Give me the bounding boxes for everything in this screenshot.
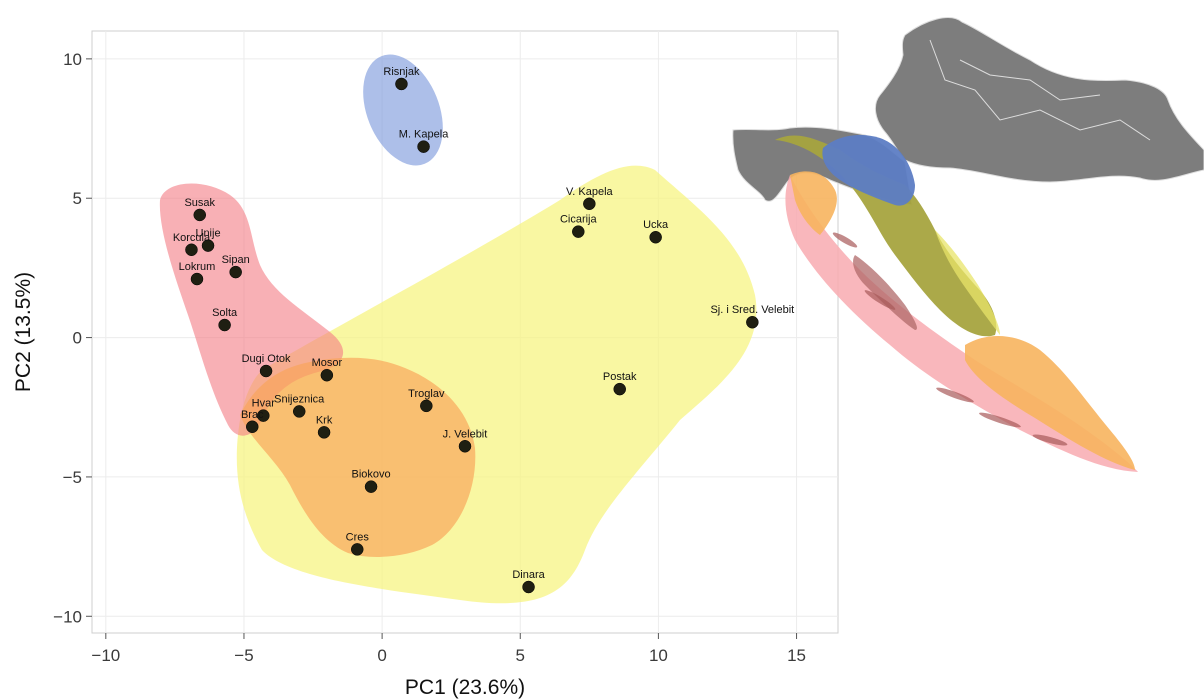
point-label: Sj. i Sred. Velebit bbox=[710, 304, 794, 316]
map-zone-olive bbox=[775, 135, 997, 337]
point-dinara bbox=[522, 580, 535, 594]
map-zone-blue bbox=[822, 135, 915, 206]
point-label: Cicarija bbox=[560, 214, 598, 226]
x-axis-ticks: −10 −5 0 5 10 15 bbox=[91, 633, 806, 665]
point-label: Biokovo bbox=[351, 469, 390, 481]
point-label: Hvar bbox=[252, 398, 276, 410]
y-tick-label: −5 bbox=[63, 468, 82, 487]
island-5 bbox=[1032, 434, 1068, 446]
x-tick-label: 15 bbox=[787, 646, 806, 665]
point-label: Dinara bbox=[512, 569, 545, 581]
point-label: M. Kapela bbox=[399, 129, 449, 141]
admin-borders-2 bbox=[959, 59, 1101, 101]
point-sipan bbox=[229, 265, 242, 279]
island-1 bbox=[832, 232, 858, 248]
point-label: Lokrum bbox=[179, 261, 216, 273]
point-hvar bbox=[257, 409, 270, 422]
point-snijeznica bbox=[292, 405, 306, 418]
point-label: Korcula bbox=[173, 232, 211, 244]
y-axis-title: PC2 (13.5%) bbox=[12, 272, 35, 392]
point-brac bbox=[246, 420, 259, 434]
point-label: Risnjak bbox=[383, 66, 420, 78]
point-label: Solta bbox=[212, 307, 238, 319]
map-zone-mauve bbox=[853, 255, 917, 330]
x-tick-label: −5 bbox=[234, 646, 253, 665]
y-axis-ticks: −10 −5 0 5 10 bbox=[53, 50, 92, 626]
map-islands bbox=[832, 232, 1068, 446]
island-4 bbox=[979, 412, 1021, 428]
y-tick-label: 10 bbox=[63, 50, 82, 69]
point-label: Cres bbox=[346, 531, 370, 543]
point-postak bbox=[613, 382, 626, 396]
x-axis-title: PC1 (23.6%) bbox=[405, 676, 525, 699]
point-solta bbox=[218, 318, 231, 332]
y-tick-label: 0 bbox=[73, 329, 82, 348]
x-tick-label: −10 bbox=[91, 646, 120, 665]
point-label: Snijeznica bbox=[274, 393, 325, 405]
island-3 bbox=[936, 387, 974, 403]
x-tick-label: 0 bbox=[377, 646, 386, 665]
point-susak bbox=[193, 208, 207, 222]
point-label: J. Velebit bbox=[443, 428, 488, 440]
point-label: Ucka bbox=[643, 219, 669, 231]
point-mosor bbox=[320, 368, 334, 382]
point-label: Unije bbox=[196, 228, 221, 240]
point-j-velebit bbox=[458, 440, 472, 453]
point-label: Troglav bbox=[408, 388, 445, 400]
point-label: Sipan bbox=[222, 254, 250, 266]
x-tick-label: 5 bbox=[516, 646, 525, 665]
data-points bbox=[185, 77, 759, 594]
point-lokrum bbox=[190, 272, 204, 286]
point-label: Dugi Otok bbox=[242, 353, 291, 365]
point-biokovo bbox=[364, 480, 378, 493]
point-krk bbox=[317, 426, 331, 439]
point-cres bbox=[350, 543, 364, 556]
point-ucka bbox=[649, 230, 662, 244]
point-label: Mosor bbox=[312, 357, 343, 369]
plot-panel bbox=[91, 30, 839, 634]
point-dugi-otok bbox=[259, 364, 273, 378]
point-label: Postak bbox=[603, 371, 637, 383]
point-label: Brac bbox=[241, 409, 264, 421]
admin-borders bbox=[929, 39, 1151, 141]
point-labels: Risnjak M. Kapela V. Kapela Cicarija Ucka Sj.… bbox=[173, 66, 794, 581]
point-risnjak bbox=[395, 77, 408, 91]
point-label: Krk bbox=[316, 414, 333, 426]
y-tick-label: −10 bbox=[53, 607, 82, 626]
x-tick-label: 10 bbox=[649, 646, 668, 665]
croatia-map-inset bbox=[732, 17, 1204, 472]
croatia-outline bbox=[874, 17, 1204, 183]
point-label: Susak bbox=[184, 197, 215, 209]
map-zone-yellow-edge bbox=[935, 230, 1000, 335]
point-sj-i-sred-velebit bbox=[746, 315, 759, 329]
point-label: V. Kapela bbox=[566, 186, 614, 198]
y-tick-label: 5 bbox=[73, 189, 82, 208]
point-cicarija bbox=[572, 225, 585, 238]
point-unije bbox=[201, 239, 215, 252]
map-zone-orange bbox=[790, 171, 1135, 471]
island-2 bbox=[864, 290, 896, 310]
point-v-kapela bbox=[583, 197, 596, 211]
point-korcula bbox=[185, 243, 198, 257]
point-troglav bbox=[420, 399, 433, 413]
point-m-kapela bbox=[417, 140, 430, 153]
